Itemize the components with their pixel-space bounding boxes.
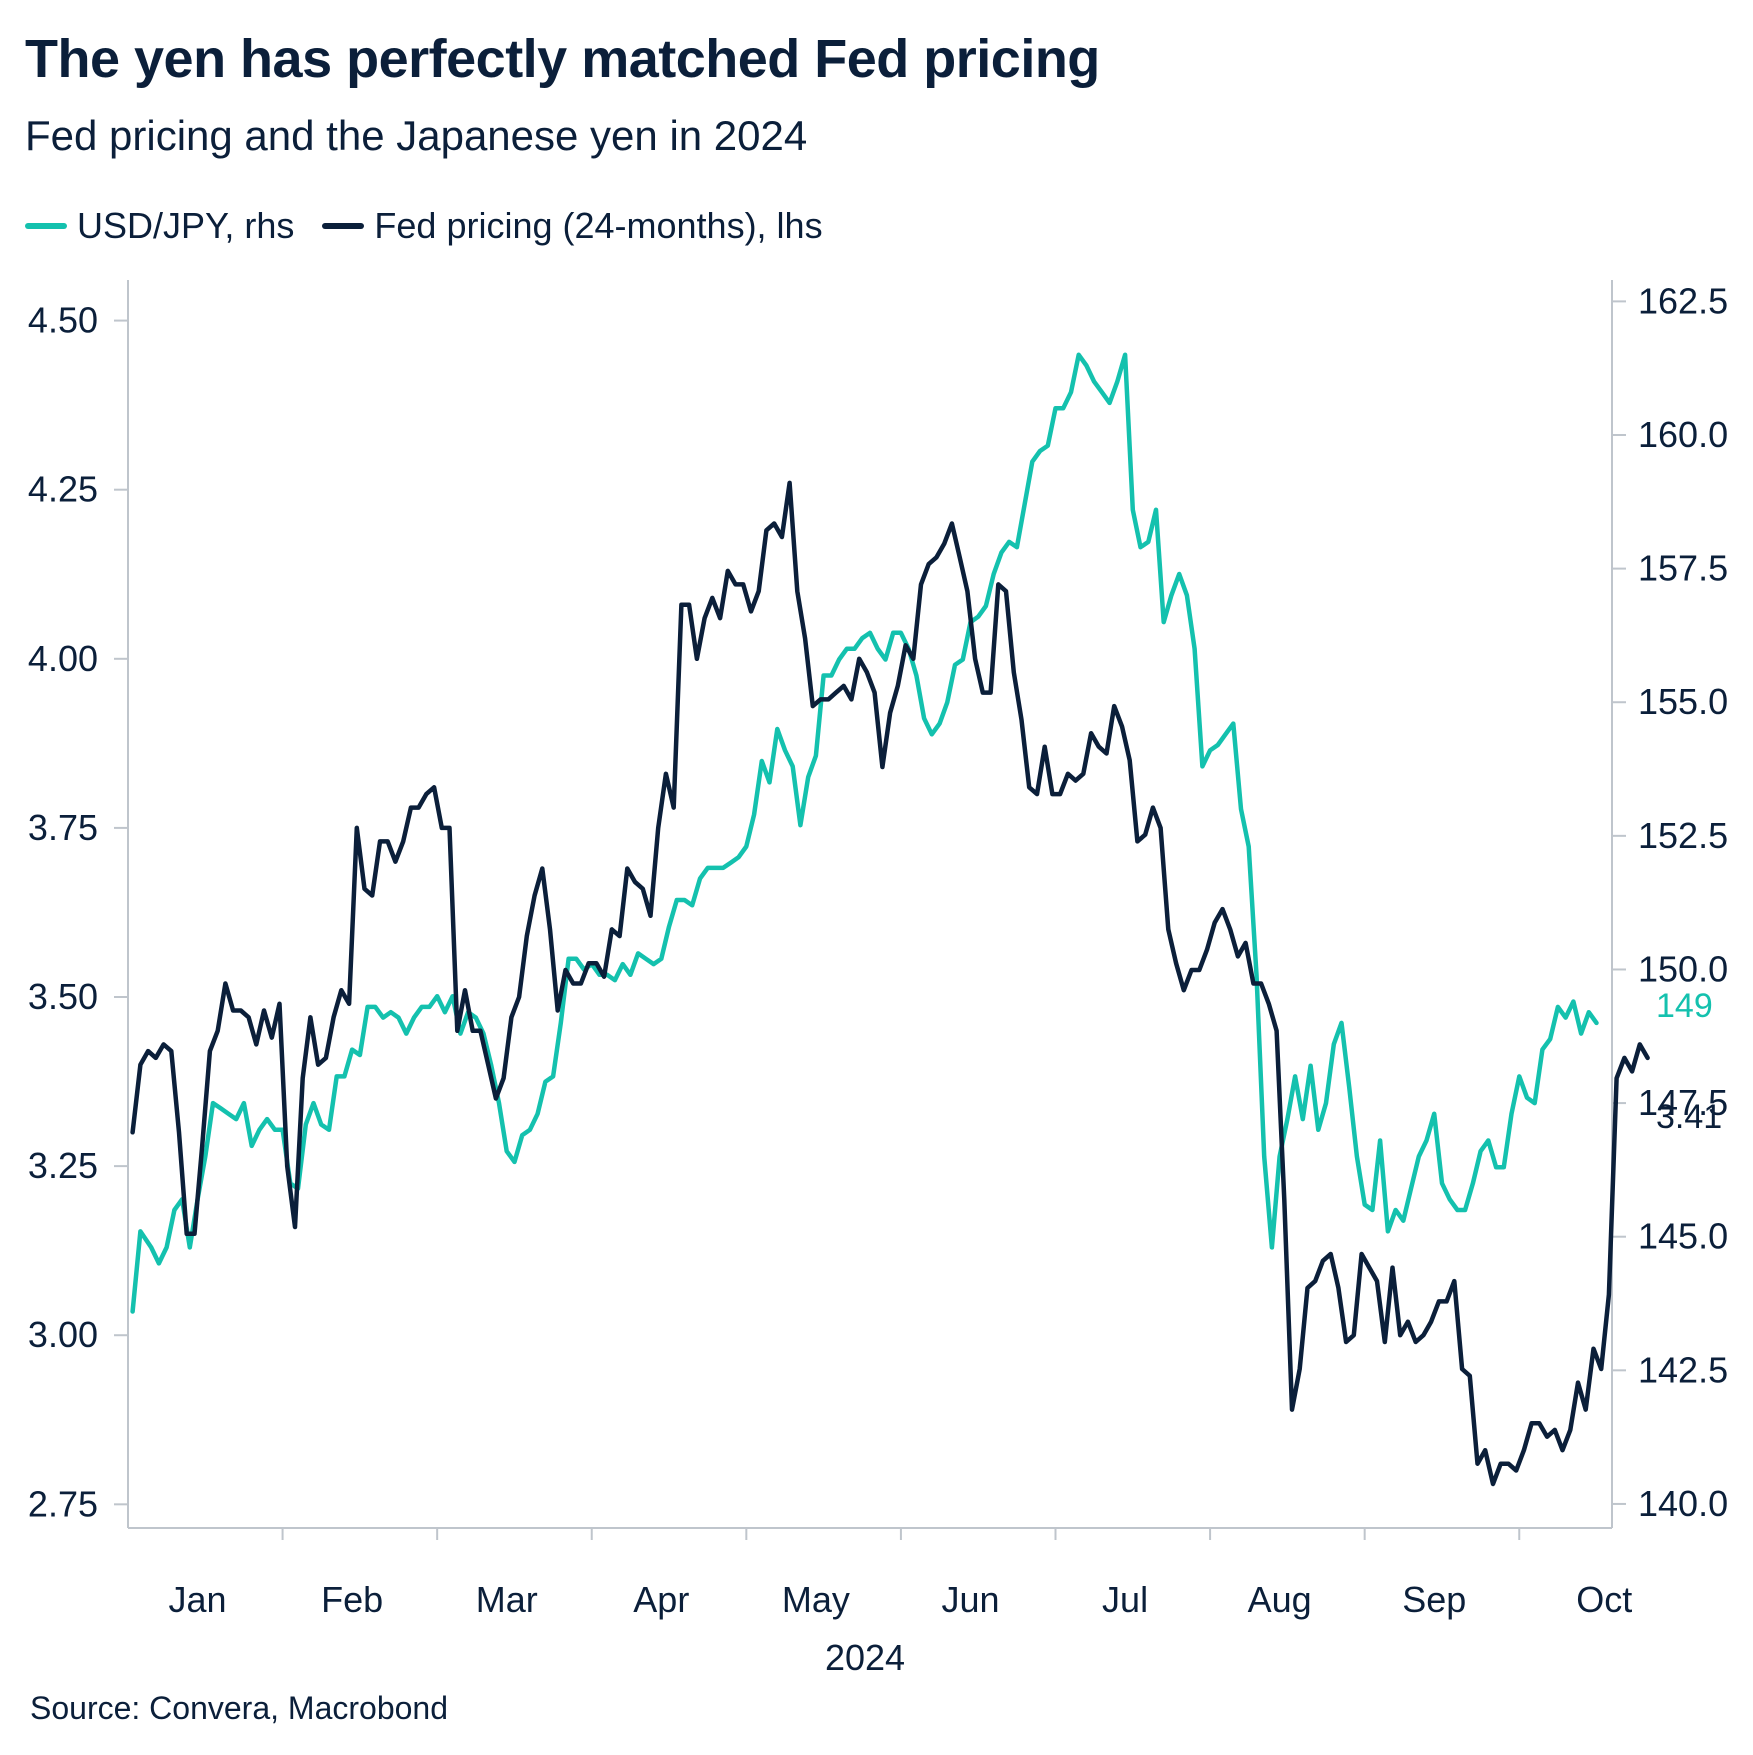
x-axis-title: 2024 xyxy=(825,1637,905,1678)
legend-label-fed: Fed pricing (24-months), lhs xyxy=(374,205,823,246)
left-tick-label: 3.75 xyxy=(28,807,98,848)
left-tick-label: 3.00 xyxy=(28,1314,98,1355)
x-tick-label: Sep xyxy=(1402,1579,1466,1620)
x-tick-label: Jul xyxy=(1102,1579,1148,1620)
legend-item-fed: Fed pricing (24-months), lhs xyxy=(322,205,823,247)
x-tick-label: Jan xyxy=(169,1579,227,1620)
legend-label-usdjpy: USD/JPY, rhs xyxy=(77,205,295,246)
x-tick-label: Feb xyxy=(321,1579,383,1620)
usdjpy-end-label: 149 xyxy=(1656,987,1713,1025)
usdjpy-line xyxy=(130,352,1599,1314)
right-tick-label: 147.5 xyxy=(1638,1082,1728,1123)
right-tick-label: 157.5 xyxy=(1638,548,1728,589)
right-tick-label: 145.0 xyxy=(1638,1216,1728,1257)
right-tick-label: 150.0 xyxy=(1638,948,1728,989)
legend: USD/JPY, rhs Fed pricing (24-months), lh… xyxy=(25,205,837,247)
chart-subtitle: Fed pricing and the Japanese yen in 2024 xyxy=(25,112,808,159)
left-tick-label: 3.25 xyxy=(28,1145,98,1186)
left-tick-label: 2.75 xyxy=(28,1483,98,1524)
x-tick-label: Mar xyxy=(476,1579,538,1620)
right-tick-label: 152.5 xyxy=(1638,815,1728,856)
source-note: Source: Convera, Macrobond xyxy=(30,1690,448,1726)
x-tick-label: Apr xyxy=(633,1579,689,1620)
fed-pricing-line xyxy=(130,480,1650,1487)
right-tick-label: 160.0 xyxy=(1638,414,1728,455)
left-tick-label: 4.25 xyxy=(28,469,98,510)
left-tick-label: 4.50 xyxy=(28,300,98,341)
fed-end-label: 3.41 xyxy=(1656,1098,1722,1136)
x-tick-label: Jun xyxy=(941,1579,999,1620)
legend-swatch-usdjpy xyxy=(25,223,67,229)
right-tick-label: 140.0 xyxy=(1638,1483,1728,1524)
right-tick-label: 155.0 xyxy=(1638,681,1728,722)
right-tick-label: 162.5 xyxy=(1638,280,1728,321)
legend-item-usdjpy: USD/JPY, rhs xyxy=(25,205,294,247)
x-tick-label: Oct xyxy=(1576,1579,1632,1620)
left-tick-label: 3.50 xyxy=(28,976,98,1017)
legend-swatch-fed xyxy=(322,223,365,229)
chart-title: The yen has perfectly matched Fed pricin… xyxy=(25,29,1100,89)
left-tick-label: 4.00 xyxy=(28,638,98,679)
x-tick-label: Aug xyxy=(1248,1579,1312,1620)
right-tick-label: 142.5 xyxy=(1638,1349,1728,1390)
x-tick-label: May xyxy=(782,1579,850,1620)
